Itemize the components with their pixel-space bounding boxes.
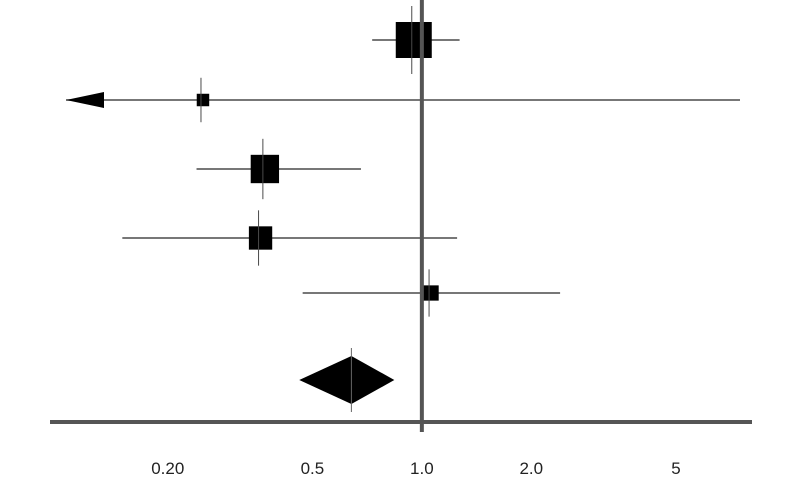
estimate-box bbox=[248, 226, 273, 250]
x-tick-label: 0.5 bbox=[301, 459, 325, 478]
ci-arrow bbox=[66, 92, 104, 108]
estimate-box bbox=[423, 285, 439, 301]
study-row-3 bbox=[196, 138, 361, 200]
study-row-1 bbox=[372, 6, 460, 74]
x-tick-label: 5 bbox=[671, 459, 680, 478]
study-row-4 bbox=[122, 210, 458, 266]
x-tick-label: 1.0 bbox=[410, 459, 434, 478]
estimate-box bbox=[395, 22, 432, 58]
estimate-box bbox=[196, 93, 210, 107]
x-tick-labels: 0.20 0.5 1.0 2.0 5 bbox=[151, 459, 681, 478]
pooled-estimate bbox=[299, 348, 395, 412]
pooled-diamond bbox=[299, 356, 395, 404]
x-tick-label: 0.20 bbox=[151, 459, 184, 478]
study-row-5 bbox=[302, 269, 561, 317]
estimate-box bbox=[250, 154, 280, 184]
study-rows bbox=[66, 6, 740, 317]
x-tick-label: 2.0 bbox=[519, 459, 543, 478]
study-row-2 bbox=[66, 77, 740, 123]
